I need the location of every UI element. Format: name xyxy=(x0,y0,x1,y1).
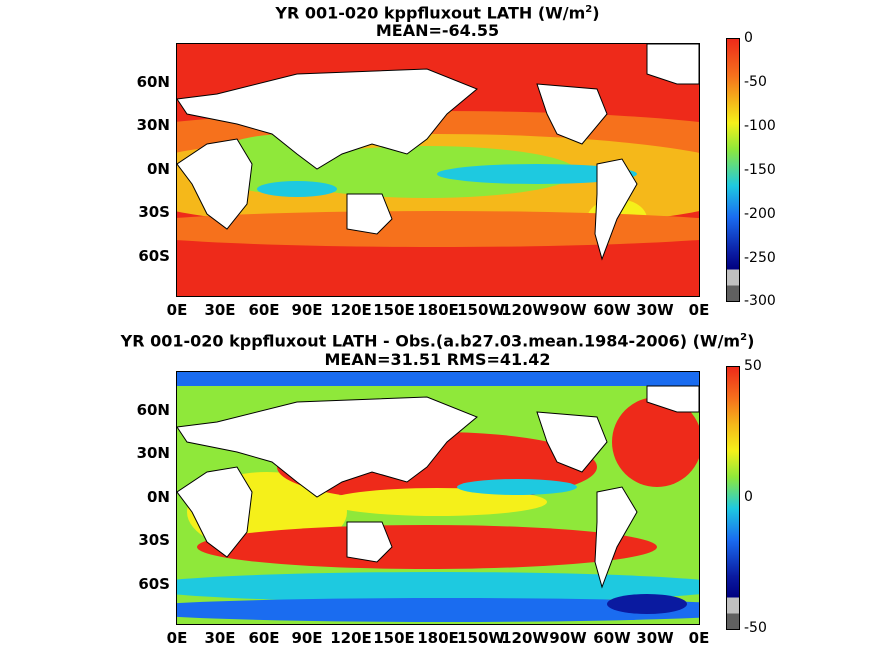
map2-lat-label-0n: 0N xyxy=(147,488,170,506)
map1-lon-label: 120E xyxy=(330,301,372,319)
map1-colorbar-tick: -200 xyxy=(744,206,776,222)
map2-lon-label: 60W xyxy=(593,629,631,647)
map1-lat-label-30s: 30S xyxy=(138,203,170,221)
map2-title-text: YR 001-020 kppfluxout LATH - Obs.(a.b27.… xyxy=(120,331,741,351)
map2-colorbar xyxy=(726,366,740,630)
map1-lat-label-0n: 0N xyxy=(147,160,170,178)
map2-lon-label: 150W xyxy=(457,629,505,647)
map1-title: YR 001-020 kppfluxout LATH (W/m2) xyxy=(0,0,875,22)
map2-lon-label: 90W xyxy=(549,629,587,647)
map1-lat-label-60s: 60S xyxy=(138,247,170,265)
map1-field xyxy=(177,44,699,296)
map1-colorbar-tick: -250 xyxy=(744,250,776,266)
map1-lon-label: 120W xyxy=(501,301,549,319)
map2-lat-label-60n: 60N xyxy=(136,401,170,419)
map2-colorbar-tick: 50 xyxy=(744,358,762,374)
map2-lon-label: 120W xyxy=(501,629,549,647)
map1-subtitle: MEAN=-64.55 xyxy=(375,21,500,40)
map2-lat-label-30s: 30S xyxy=(138,531,170,549)
map1-plot xyxy=(176,43,700,297)
map1-lon-label: 0E xyxy=(688,301,710,319)
map1-colorbar-tick: -50 xyxy=(744,74,767,90)
map2-lon-label: 60E xyxy=(248,629,280,647)
map1-title-text: YR 001-020 kppfluxout LATH (W/m xyxy=(275,3,586,23)
map2-colorbar-tick: -50 xyxy=(744,620,767,636)
map1-colorbar-tick: 0 xyxy=(744,30,753,46)
map1-lon-label: 150W xyxy=(457,301,505,319)
map1-lon-label: 180E xyxy=(417,301,459,319)
map2-lon-label: 150E xyxy=(373,629,415,647)
map1-lon-label: 60E xyxy=(248,301,280,319)
map2-lon-label: 30E xyxy=(204,629,236,647)
map2-lat-label-60s: 60S xyxy=(138,575,170,593)
map1-colorbar-tick: -150 xyxy=(744,162,776,178)
map2-lon-label: 30W xyxy=(636,629,674,647)
map2-title-sup: 2 xyxy=(740,332,748,343)
map2-title-close: ) xyxy=(747,331,755,351)
map1-lat-label-60n: 60N xyxy=(136,73,170,91)
map2-field xyxy=(177,372,699,624)
map2-subtitle: MEAN=31.51 RMS=41.42 xyxy=(324,350,551,369)
map1-lon-label: 0E xyxy=(166,301,188,319)
map2-lat-label-30n: 30N xyxy=(136,444,170,462)
map1-colorbar-tick: -100 xyxy=(744,118,776,134)
map2-lon-label: 0E xyxy=(166,629,188,647)
map1-title-close: ) xyxy=(592,3,600,23)
map1-lon-label: 60W xyxy=(593,301,631,319)
map2-lon-label: 180E xyxy=(417,629,459,647)
map2-title: YR 001-020 kppfluxout LATH - Obs.(a.b27.… xyxy=(0,328,875,350)
map1-lon-label: 90E xyxy=(291,301,323,319)
map2-lon-label: 0E xyxy=(688,629,710,647)
map2-plot xyxy=(176,371,700,625)
map1-lat-label-30n: 30N xyxy=(136,116,170,134)
map1-colorbar xyxy=(726,38,740,302)
map2-lon-label: 120E xyxy=(330,629,372,647)
map1-lon-label: 150E xyxy=(373,301,415,319)
map2-colorbar-tick: 0 xyxy=(744,489,753,505)
map1-title-sup: 2 xyxy=(585,4,593,15)
map1-lon-label: 90W xyxy=(549,301,587,319)
map1-lon-label: 30W xyxy=(636,301,674,319)
map2-lon-label: 90E xyxy=(291,629,323,647)
map1-lon-label: 30E xyxy=(204,301,236,319)
map1-colorbar-tick: -300 xyxy=(744,293,776,309)
